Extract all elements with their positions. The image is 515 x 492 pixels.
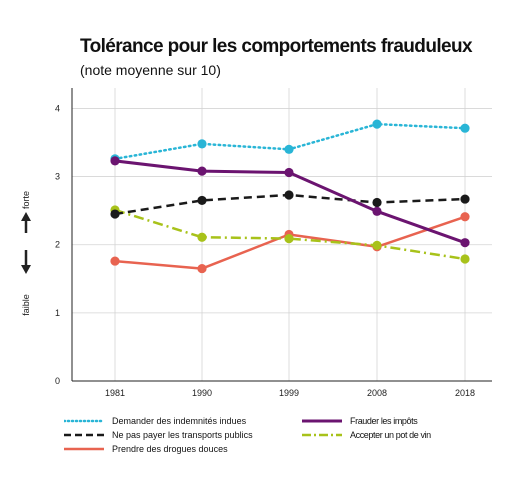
y-tick-label-3: 3 bbox=[55, 172, 60, 182]
legend-swatch-transports bbox=[64, 433, 104, 437]
series-layer bbox=[110, 119, 470, 274]
y-axis-word-top: forte bbox=[21, 191, 31, 209]
point-frauder-les-impots-1990 bbox=[197, 166, 207, 176]
legend-label-impots: Frauder les impôts bbox=[350, 416, 418, 426]
legend: Demander des indemnités indues Ne pas pa… bbox=[64, 412, 504, 456]
legend-swatch-drogues bbox=[64, 447, 104, 451]
line-chart: 0 1 2 3 4 1981 1990 1999 2008 2018 forte faible bbox=[21, 88, 492, 398]
y-axis-word-bottom: faible bbox=[21, 294, 31, 316]
legend-item-pot-de-vin: Accepter un pot de vin bbox=[302, 430, 431, 440]
point-accepter-un-pot-de-vin-1999 bbox=[284, 233, 294, 244]
point-ne-pas-payer-les-transports-publics-1990 bbox=[197, 195, 207, 206]
point-demander-des-indemnites-indues-1990 bbox=[197, 139, 207, 149]
point-frauder-les-impots-2018 bbox=[460, 238, 470, 248]
x-tick-label-1981: 1981 bbox=[105, 388, 125, 398]
point-frauder-les-impots-1981 bbox=[110, 156, 120, 166]
x-tick-labels: 1981 1990 1999 2008 2018 bbox=[105, 388, 475, 398]
x-tick-label-1990: 1990 bbox=[192, 388, 212, 398]
chart-title: Tolérance pour les comportements fraudul… bbox=[80, 36, 473, 57]
x-tick-label-1999: 1999 bbox=[279, 388, 299, 398]
series-line-accepter-un-pot-de-vin bbox=[114, 208, 466, 261]
point-demander-des-indemnites-indues-2018 bbox=[460, 123, 470, 133]
legend-label-transports: Ne pas payer les transports publics bbox=[112, 430, 253, 440]
up-arrow-head bbox=[21, 212, 31, 221]
y-tick-label-2: 2 bbox=[55, 240, 60, 250]
series-demander-des-indemnites-indues bbox=[110, 119, 470, 164]
y-tick-label-4: 4 bbox=[55, 103, 60, 113]
point-frauder-les-impots-2008 bbox=[372, 206, 382, 216]
legend-item-transports: Ne pas payer les transports publics bbox=[64, 430, 253, 440]
series-ne-pas-payer-les-transports-publics bbox=[110, 190, 470, 219]
point-ne-pas-payer-les-transports-publics-1999 bbox=[284, 190, 294, 200]
point-accepter-un-pot-de-vin-2008 bbox=[372, 240, 382, 251]
legend-swatch-indemnites bbox=[64, 419, 104, 423]
point-ne-pas-payer-les-transports-publics-2018 bbox=[460, 194, 470, 204]
legend-swatch-pot-de-vin bbox=[302, 433, 342, 437]
series-frauder-les-impots bbox=[110, 156, 470, 248]
legend-label-pot-de-vin: Accepter un pot de vin bbox=[350, 430, 431, 440]
y-tick-label-0: 0 bbox=[55, 376, 60, 386]
legend-item-drogues: Prendre des drogues douces bbox=[64, 444, 228, 454]
legend-swatch-impots bbox=[302, 419, 342, 423]
y-axis-indicator: forte faible bbox=[21, 191, 31, 316]
y-tick-labels: 0 1 2 3 4 bbox=[55, 103, 60, 386]
point-accepter-un-pot-de-vin-1990 bbox=[197, 232, 207, 242]
point-ne-pas-payer-les-transports-publics-1981 bbox=[110, 209, 120, 219]
chart-subtitle: (note moyenne sur 10) bbox=[80, 62, 221, 78]
point-demander-des-indemnites-indues-2008 bbox=[372, 119, 382, 129]
point-accepter-un-pot-de-vin-2018 bbox=[460, 254, 470, 264]
point-demander-des-indemnites-indues-1999 bbox=[284, 144, 294, 154]
legend-label-drogues: Prendre des drogues douces bbox=[112, 444, 228, 454]
y-tick-label-1: 1 bbox=[55, 308, 60, 318]
legend-label-indemnites: Demander des indemnités indues bbox=[112, 416, 247, 426]
grid-lines bbox=[72, 88, 492, 381]
point-frauder-les-impots-1999 bbox=[284, 167, 294, 178]
down-arrow-head bbox=[21, 265, 31, 274]
x-tick-label-2018: 2018 bbox=[455, 388, 475, 398]
point-prendre-des-drogues-douces-1990 bbox=[197, 263, 207, 274]
point-ne-pas-payer-les-transports-publics-2008 bbox=[372, 197, 382, 208]
legend-item-indemnites: Demander des indemnités indues bbox=[64, 416, 246, 426]
legend-item-impots: Frauder les impôts bbox=[302, 416, 418, 426]
point-prendre-des-drogues-douces-1981 bbox=[110, 256, 120, 266]
point-prendre-des-drogues-douces-2018 bbox=[460, 212, 470, 222]
x-tick-label-2008: 2008 bbox=[367, 388, 387, 398]
